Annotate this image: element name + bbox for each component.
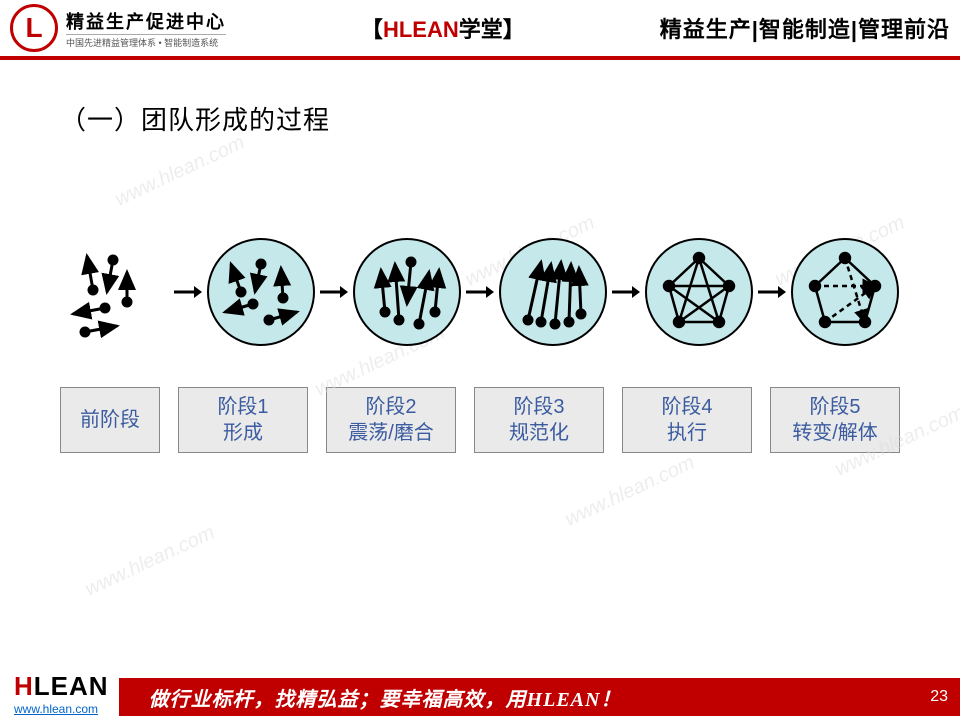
logo-letter: L — [25, 12, 42, 44]
label-line1: 阶段4 — [661, 394, 712, 420]
footer: HLEAN www.hlean.com 做行业标杆，找精弘益；要幸福高效，用HL… — [0, 670, 960, 720]
label-line1: 前阶段 — [80, 407, 140, 433]
stage-graphic-pre — [60, 237, 170, 347]
arrow-icon — [756, 282, 788, 302]
arrow-icon — [610, 282, 642, 302]
stage-label-pre: 前阶段 — [60, 387, 160, 453]
stage-label-4: 阶段4 执行 — [622, 387, 752, 453]
logo-block: L 精益生产促进中心 中国先进精益管理体系 • 智能制造系统 — [10, 4, 226, 52]
diagram-row — [60, 237, 900, 347]
label-line1: 阶段3 — [513, 394, 564, 420]
label-line2: 形成 — [223, 420, 263, 446]
logo-text: 精益生产促进中心 中国先进精益管理体系 • 智能制造系统 — [66, 8, 226, 49]
bracket-right: 】 — [503, 17, 525, 42]
footer-url: www.hlean.com — [14, 702, 109, 716]
stage-graphic-5 — [790, 237, 900, 347]
label-line2: 执行 — [667, 420, 707, 446]
label-line1: 阶段2 — [365, 394, 416, 420]
footer-logo-h: H — [14, 671, 34, 701]
brand-black: 学堂 — [459, 17, 503, 42]
stage-graphic-4 — [644, 237, 754, 347]
bracket-left: 【 — [361, 17, 383, 42]
header-right: 精益生产|智能制造|管理前沿 — [660, 12, 950, 44]
label-line2: 转变/解体 — [792, 420, 878, 446]
label-line1: 阶段5 — [809, 394, 860, 420]
labels-row: 前阶段 阶段1 形成 阶段2 震荡/磨合 阶段3 规范化 阶段4 执行 阶段5 … — [60, 387, 900, 453]
stage-label-2: 阶段2 震荡/磨合 — [326, 387, 456, 453]
logo-icon: L — [10, 4, 58, 52]
stage-label-3: 阶段3 规范化 — [474, 387, 604, 453]
footer-page: 23 — [930, 688, 948, 706]
stage-graphic-2 — [352, 237, 462, 347]
stage-graphic-1 — [206, 237, 316, 347]
footer-logo-rest: LEAN — [34, 671, 109, 701]
header: L 精益生产促进中心 中国先进精益管理体系 • 智能制造系统 【HLEAN学堂】… — [0, 0, 960, 60]
footer-logo: HLEAN — [14, 671, 109, 702]
arrow-icon — [172, 282, 204, 302]
stage-label-5: 阶段5 转变/解体 — [770, 387, 900, 453]
label-line2: 规范化 — [509, 420, 569, 446]
label-line1: 阶段1 — [217, 394, 268, 420]
footer-slogan: 做行业标杆，找精弘益；要幸福高效，用HLEAN！ — [149, 683, 622, 712]
arrow-icon — [318, 282, 350, 302]
logo-subtitle: 中国先进精益管理体系 • 智能制造系统 — [66, 34, 226, 49]
arrow-icon — [464, 282, 496, 302]
footer-bar: 做行业标杆，找精弘益；要幸福高效，用HLEAN！ 23 — [119, 678, 960, 716]
watermark: www.hlean.com — [82, 521, 219, 601]
footer-left: HLEAN www.hlean.com — [0, 671, 119, 720]
stage-label-1: 阶段1 形成 — [178, 387, 308, 453]
logo-title: 精益生产促进中心 — [66, 8, 226, 34]
brand-red: HLEAN — [383, 17, 459, 42]
section-title: （一）团队形成的过程 — [60, 100, 900, 137]
label-line2: 震荡/磨合 — [348, 420, 434, 446]
content: （一）团队形成的过程 — [0, 60, 960, 493]
stage-graphic-3 — [498, 237, 608, 347]
header-center: 【HLEAN学堂】 — [226, 12, 660, 44]
